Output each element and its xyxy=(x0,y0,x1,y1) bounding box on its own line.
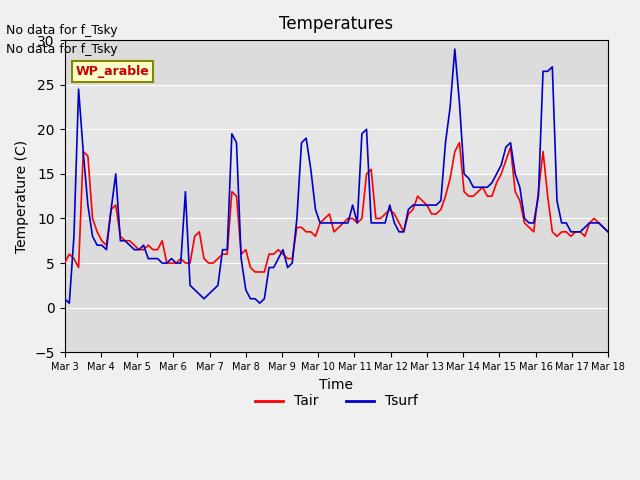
X-axis label: Time: Time xyxy=(319,377,353,392)
Text: WP_arable: WP_arable xyxy=(76,65,149,78)
Text: No data for f_Tsky: No data for f_Tsky xyxy=(6,43,118,56)
Text: No data for f_Tsky: No data for f_Tsky xyxy=(6,24,118,37)
Bar xyxy=(65,84,608,174)
Y-axis label: Temperature (C): Temperature (C) xyxy=(15,140,29,253)
Legend: Tair, Tsurf: Tair, Tsurf xyxy=(250,389,424,414)
Title: Temperatures: Temperatures xyxy=(279,15,394,33)
